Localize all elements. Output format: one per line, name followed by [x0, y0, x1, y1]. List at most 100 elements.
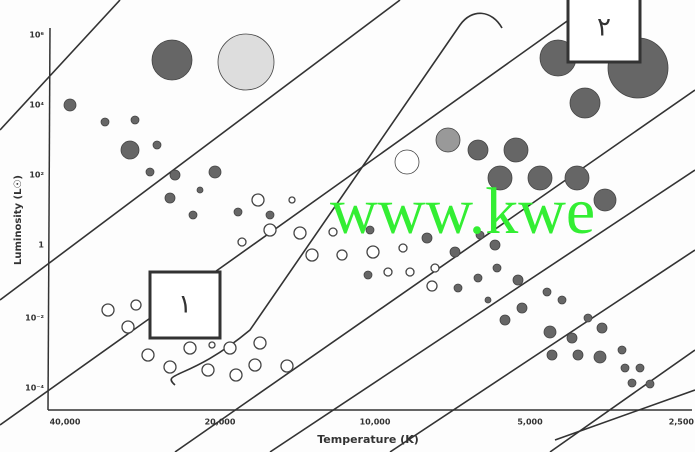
star [163, 360, 177, 374]
star [217, 33, 275, 91]
star [394, 149, 420, 175]
star [617, 345, 627, 355]
star [145, 167, 155, 177]
star [130, 115, 140, 125]
star [430, 263, 440, 273]
star [208, 341, 216, 349]
star [164, 192, 176, 204]
watermark: www.kwe [330, 175, 595, 248]
star [237, 237, 247, 247]
star [305, 248, 319, 262]
box-label: ۱ [178, 290, 192, 320]
x-tick-label: 2,500 [669, 418, 695, 427]
star [288, 196, 296, 204]
star [596, 322, 608, 334]
star [151, 39, 193, 81]
star [557, 295, 567, 305]
star [487, 165, 513, 191]
stars [63, 33, 669, 389]
star [572, 349, 584, 361]
star [527, 165, 553, 191]
star [435, 127, 461, 153]
star [169, 169, 181, 181]
star [248, 358, 262, 372]
star [489, 239, 501, 251]
star [120, 140, 140, 160]
box [148, 270, 222, 340]
star [484, 296, 492, 304]
star [328, 227, 338, 237]
star [503, 137, 529, 163]
star [366, 245, 380, 259]
star [229, 368, 243, 382]
star [280, 359, 294, 373]
star [208, 165, 222, 179]
star [152, 140, 162, 150]
star [593, 350, 607, 364]
star [499, 314, 511, 326]
star [196, 186, 204, 194]
star [383, 267, 393, 277]
star [426, 280, 438, 292]
box-label: ۲ [597, 13, 611, 43]
star [473, 273, 483, 283]
star [101, 303, 115, 317]
star [583, 313, 593, 323]
box [566, 0, 642, 64]
star [233, 207, 243, 217]
star [475, 230, 485, 240]
star [620, 363, 630, 373]
y-tick-label: 1 [38, 241, 44, 250]
star [63, 98, 77, 112]
x-axis-label: Temperature (K) [317, 433, 419, 446]
star [593, 188, 617, 212]
star [627, 378, 637, 388]
star [421, 232, 433, 244]
star [566, 332, 578, 344]
star [253, 336, 267, 350]
y-axis-label: Luminosity (L☉) [13, 175, 24, 265]
star [398, 243, 408, 253]
star [263, 223, 277, 237]
y-tick-label: 10⁻² [25, 314, 44, 323]
star [569, 87, 601, 119]
star [516, 302, 528, 314]
star [405, 267, 415, 277]
star [293, 226, 307, 240]
x-tick-label: 20,000 [205, 418, 236, 427]
main-sequence-curve [170, 12, 503, 386]
star [201, 363, 215, 377]
star [130, 299, 142, 311]
y-axis [47, 27, 51, 411]
star [100, 117, 110, 127]
x-tick-label: 40,000 [50, 418, 81, 427]
star [251, 193, 265, 207]
star [365, 225, 375, 235]
star [542, 287, 552, 297]
star [564, 165, 590, 191]
y-tick-label: 10⁴ [29, 101, 44, 110]
star [336, 249, 348, 261]
x-tick-label: 5,000 [517, 418, 543, 427]
star [645, 379, 655, 389]
y-tick-label: 10⁶ [29, 31, 44, 40]
x-tick-label: 10,000 [360, 418, 391, 427]
star [453, 283, 463, 293]
star [121, 320, 135, 334]
star [543, 325, 557, 339]
star [512, 274, 524, 286]
star [635, 363, 645, 373]
star [363, 270, 373, 280]
y-tick-label: 10² [29, 171, 44, 180]
y-tick-label: 10⁻⁴ [25, 384, 44, 393]
star [223, 341, 237, 355]
star [141, 348, 155, 362]
star [467, 139, 489, 161]
star [188, 210, 198, 220]
star [183, 341, 197, 355]
star [546, 349, 558, 361]
star [265, 210, 275, 220]
star [449, 246, 461, 258]
